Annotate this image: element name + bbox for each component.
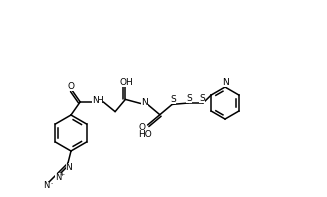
Text: N: N	[222, 78, 228, 86]
Text: N: N	[92, 96, 98, 105]
Text: +: +	[60, 173, 65, 177]
Text: OH: OH	[119, 78, 133, 87]
Text: N: N	[55, 173, 61, 181]
Text: S: S	[199, 94, 205, 102]
Text: N: N	[142, 98, 148, 107]
Text: S: S	[170, 95, 176, 104]
Text: O: O	[138, 124, 145, 133]
Text: H: H	[96, 96, 103, 105]
Text: N: N	[66, 163, 72, 172]
Text: S: S	[186, 94, 192, 102]
Text: HO: HO	[138, 130, 151, 139]
Text: -: -	[51, 181, 53, 187]
Text: N: N	[43, 181, 49, 190]
Text: O: O	[68, 82, 75, 91]
